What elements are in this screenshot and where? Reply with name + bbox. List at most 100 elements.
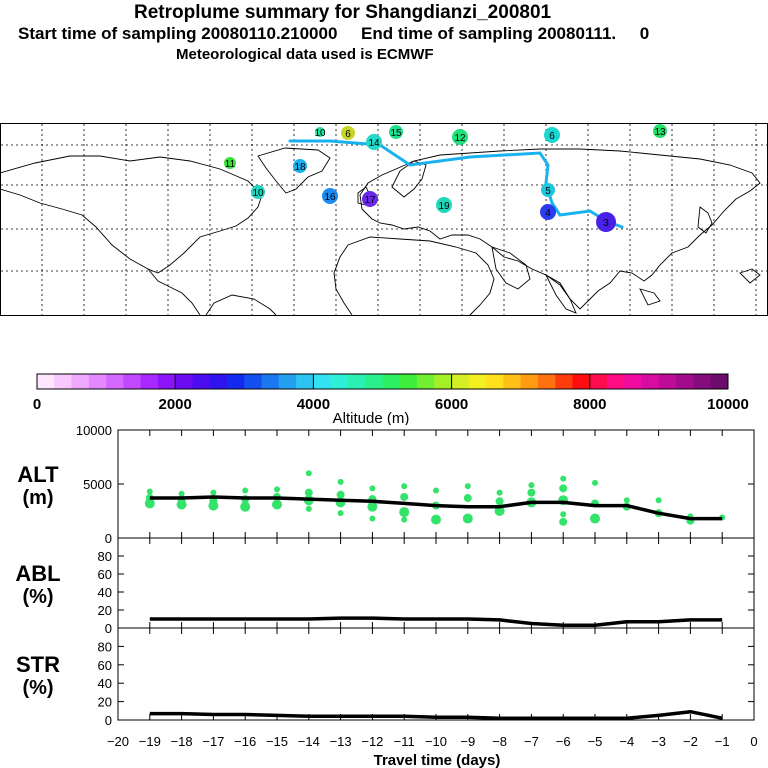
- colorbar-cell: [296, 374, 314, 389]
- colorbar-cell: [278, 374, 297, 389]
- altitude-point: [305, 470, 312, 477]
- altitude-point: [433, 487, 439, 494]
- colorbar-tick-labels: 0 2000 4000 6000 8000 10000: [33, 374, 749, 413]
- altitude-point: [655, 497, 662, 504]
- altitude-point: [431, 514, 441, 525]
- panel-ylabel: ALT: [17, 462, 59, 487]
- altitude-point: [369, 485, 376, 492]
- colorbar-tick-label: 0: [33, 396, 41, 413]
- colorbar-cell: [209, 374, 228, 389]
- colorbar-cell: [451, 374, 470, 389]
- map-marker: [452, 129, 468, 145]
- altitude-point: [463, 494, 472, 503]
- y-tick-label: 5000: [83, 477, 112, 492]
- chart-title: Retroplume summary for Shangdianzi_20080…: [134, 2, 552, 23]
- coast-scandinavia: [391, 160, 427, 198]
- colorbar-cell: [658, 374, 677, 389]
- colorbar-cell: [607, 374, 625, 389]
- colorbar-cell: [417, 374, 435, 389]
- altitude-point: [178, 490, 185, 497]
- panel-alt: 0 5000 10000 ALT(m): [17, 423, 755, 546]
- panel-ylabel: ABL: [15, 561, 60, 586]
- retroplume-map: 10 6 14 15 12 6 13 18 11 10 16 17 19 5 4 3: [0, 123, 768, 316]
- x-tick-label: −18: [171, 734, 193, 749]
- colorbar-cell: [537, 374, 556, 389]
- map-marker: [322, 188, 338, 204]
- altitude-point: [272, 499, 282, 510]
- altitude-point: [369, 515, 376, 522]
- y-tick-label: 0: [105, 713, 112, 728]
- altitude-point: [494, 506, 505, 516]
- map-marker-label: 6: [549, 131, 555, 142]
- x-tick-label: −1: [715, 734, 730, 749]
- x-tick-label: −16: [234, 734, 256, 749]
- altitude-point: [590, 513, 600, 524]
- altitude-point: [623, 497, 630, 504]
- map-marker-label: 4: [545, 208, 551, 219]
- map-marker: [366, 134, 382, 150]
- mean-line-alt: [149, 495, 723, 521]
- colorbar-cell: [37, 374, 55, 389]
- colorbar-title: Altitude (m): [333, 410, 410, 425]
- colorbar-cell: [330, 374, 349, 389]
- map-marker-label: 18: [294, 162, 306, 173]
- colorbar-cell: [555, 374, 573, 389]
- map-marker: [389, 125, 403, 139]
- altitude-colorbar: 0 2000 4000 6000 8000 10000 Altitude (m): [33, 373, 749, 425]
- altitude-point: [559, 484, 568, 493]
- y-tick-label: 0: [105, 531, 112, 546]
- travel-time-panels: 0500010000ALT(m)020406080ABL(%)020406080…: [15, 423, 757, 768]
- map-marker: [251, 185, 265, 199]
- map-marker: [653, 124, 667, 138]
- panel-frame: [117, 537, 755, 629]
- colorbar-cell: [468, 374, 487, 389]
- mean-line-abl: [149, 616, 723, 628]
- colorbar-cell: [434, 374, 452, 389]
- coast-arabia: [491, 246, 531, 290]
- x-tick-label: −12: [361, 734, 383, 749]
- panel-yunit: (m): [22, 487, 53, 509]
- map-marker: [315, 127, 325, 137]
- colorbar-tick-label: 10000: [707, 396, 749, 413]
- y-tick-label: 80: [98, 639, 112, 654]
- map-marker: [224, 157, 236, 169]
- y-tick-label: 60: [98, 658, 112, 673]
- x-tick-label: −5: [588, 734, 603, 749]
- map-marker: [541, 183, 555, 197]
- altitude-point: [528, 482, 535, 489]
- x-tick-label: −7: [524, 734, 539, 749]
- x-tick-label: −4: [619, 734, 634, 749]
- coast-sea-islands: [639, 288, 661, 306]
- colorbar-cell: [486, 374, 504, 389]
- panel-yunit: (%): [22, 677, 53, 699]
- x-tick-label: −19: [139, 734, 161, 749]
- y-tick-label: 80: [98, 549, 112, 564]
- colorbar-cell: [175, 374, 193, 389]
- altitude-point: [367, 501, 378, 512]
- altitude-point: [399, 507, 410, 518]
- panel-yunit: (%): [22, 586, 53, 608]
- colorbar-cell: [624, 374, 643, 389]
- panel-ylabel: STR: [16, 652, 60, 677]
- altitude-point: [208, 500, 219, 511]
- altitude-point: [337, 510, 344, 517]
- colorbar-cell: [192, 374, 211, 389]
- altitude-point: [242, 487, 249, 494]
- y-tick-label: 40: [98, 585, 112, 600]
- altitude-point: [240, 501, 251, 512]
- altitude-point: [401, 516, 408, 523]
- y-tick-label: 20: [98, 603, 112, 618]
- map-marker-label: 15: [390, 128, 402, 139]
- colorbar-cell: [227, 374, 245, 389]
- altitude-point: [462, 513, 473, 524]
- altitude-point: [496, 489, 503, 496]
- altitude-point: [304, 488, 313, 497]
- altitude-point: [560, 475, 567, 482]
- y-tick-label: 10000: [76, 423, 112, 438]
- colorbar-cell: [572, 374, 591, 389]
- x-tick-label: −10: [425, 734, 447, 749]
- met-data-subtitle: Meteorological data used is ECMWF: [176, 46, 434, 63]
- colorbar-cell: [382, 374, 401, 389]
- mean-line-str: [149, 709, 723, 720]
- altitude-point: [337, 478, 344, 485]
